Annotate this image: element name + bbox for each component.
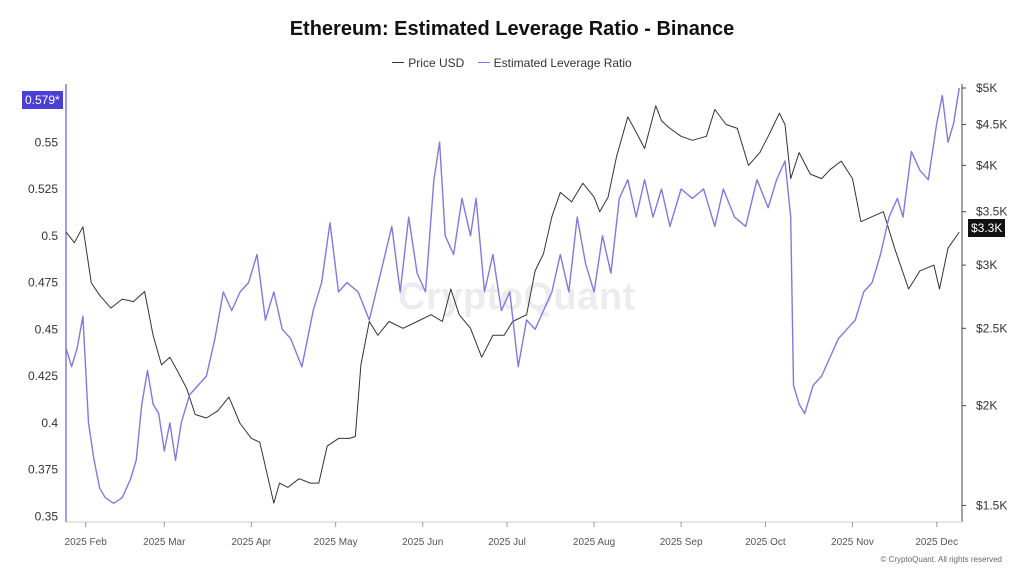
x-axis-tick-label: 2025 Nov <box>831 537 874 548</box>
x-axis-tick-label: 2025 Dec <box>915 537 958 548</box>
right-axis-tick-label: $4.5K <box>976 118 1007 132</box>
legend-item-leverage[interactable]: Estimated Leverage Ratio <box>477 55 632 70</box>
right-axis-tick-label: $1.5K <box>976 498 1007 512</box>
legend-swatch-leverage <box>477 62 490 63</box>
legend-item-price[interactable]: Price USD <box>392 56 464 70</box>
x-axis-tick-label: 2025 Jul <box>488 537 526 548</box>
x-axis-tick-label: 2025 Mar <box>143 537 186 548</box>
legend-label-price: Price USD <box>408 55 465 70</box>
chart-legend: Price USD Estimated Leverage Ratio <box>0 52 1024 70</box>
x-axis-tick-label: 2025 Sep <box>660 537 703 548</box>
legend-label-leverage: Estimated Leverage Ratio <box>493 55 632 70</box>
right-axis-tick-label: $3K <box>976 258 997 272</box>
legend-swatch-price <box>392 62 405 63</box>
x-axis-tick-label: 2025 Jun <box>402 537 443 548</box>
price-usd-line <box>65 105 960 504</box>
x-axis-tick-label: 2025 Aug <box>573 537 615 548</box>
left-axis-tick-label: 0.375 <box>28 463 58 477</box>
left-axis-tick-label: 0.4 <box>41 416 58 430</box>
left-axis-tick-label: 0.525 <box>28 182 58 196</box>
right-axis-tick-label: $5K <box>976 81 997 95</box>
right-axis-tick-label: $2.5K <box>976 321 1007 335</box>
left-axis-tick-label: 0.45 <box>35 322 59 336</box>
copyright-text: © CryptoQuant. All rights reserved <box>880 555 1003 564</box>
left-axis-tick-label: 0.35 <box>35 509 59 523</box>
chart-title: Ethereum: Estimated Leverage Ratio - Bin… <box>289 18 735 40</box>
left-axis-tick-label: 0.425 <box>28 369 58 383</box>
x-axis-tick-label: 2025 May <box>314 537 358 548</box>
leverage-current-value-badge: 0.579* <box>22 91 63 109</box>
leverage-ratio-line <box>65 87 960 504</box>
x-axis-tick-label: 2025 Apr <box>231 537 272 548</box>
left-axis-tick-label: 0.475 <box>28 276 58 290</box>
right-axis-tick-label: $3.5K <box>976 205 1007 219</box>
x-axis-tick-label: 2025 Oct <box>745 537 786 548</box>
price-current-value-badge: $3.3K <box>968 219 1006 237</box>
left-axis-tick-label: 0.55 <box>35 135 59 149</box>
right-axis-tick-label: $4K <box>976 158 997 172</box>
right-axis-tick-label: $2K <box>976 399 997 413</box>
x-axis-tick-label: 2025 Feb <box>65 537 108 548</box>
left-axis-tick-label: 0.5 <box>41 229 58 243</box>
